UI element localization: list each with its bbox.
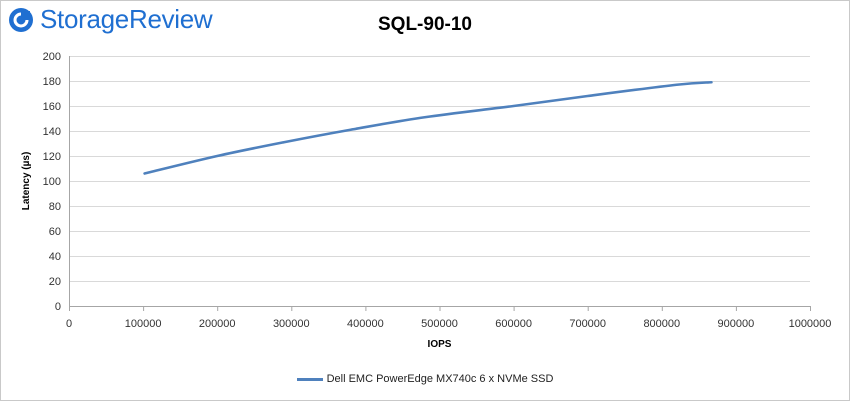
y-tick-label: 200: [43, 51, 61, 63]
y-tick-label: 160: [43, 101, 61, 113]
y-tick-label: 0: [55, 301, 61, 313]
brand-name: StorageReview: [40, 4, 213, 34]
x-tick-label: 700000: [569, 318, 606, 330]
y-tick-label: 40: [49, 251, 61, 263]
y-tick-label: 120: [43, 151, 61, 163]
legend-entry: Dell EMC PowerEdge MX740c 6 x NVMe SSD: [326, 373, 554, 385]
x-tick-label: 200000: [199, 318, 236, 330]
brand-logo: StorageReview: [8, 4, 213, 35]
x-tick-label: 1000000: [789, 318, 832, 330]
chart-legend: Dell EMC PowerEdge MX740c 6 x NVMe SSD: [0, 373, 850, 385]
y-tick-label: 180: [43, 76, 61, 88]
x-tick-label: 300000: [273, 318, 310, 330]
y-tick-label: 100: [43, 176, 61, 188]
x-tick-label: 600000: [495, 318, 532, 330]
x-axis-label: IOPS: [428, 339, 452, 350]
y-tick-label: 80: [49, 201, 61, 213]
y-tick-label: 140: [43, 126, 61, 138]
y-tick-label: 60: [49, 226, 61, 238]
series-line: [143, 80, 713, 175]
x-tick-label: 800000: [643, 318, 680, 330]
chart-title: SQL-90-10: [378, 14, 472, 35]
y-axis-label: Latency (µs): [21, 152, 32, 211]
storagereview-logo-icon: [9, 7, 33, 32]
x-tick-label: 900000: [718, 318, 755, 330]
y-tick-label: 20: [49, 276, 61, 288]
x-tick-label: 100000: [125, 318, 162, 330]
x-tick-label: 0: [66, 318, 72, 330]
legend-swatch: [296, 377, 323, 381]
x-tick-label: 500000: [421, 318, 458, 330]
x-tick-label: 400000: [347, 318, 384, 330]
